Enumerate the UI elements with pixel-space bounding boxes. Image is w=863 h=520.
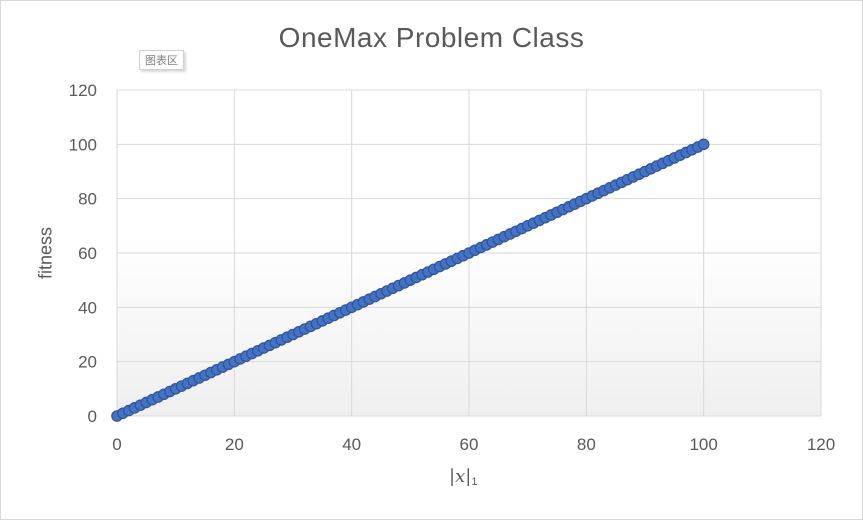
x-tick-label: 80: [577, 435, 596, 454]
x-tick-label: 20: [225, 435, 244, 454]
y-tick-label: 80: [78, 190, 97, 209]
x-axis-title: |x|1: [449, 466, 477, 488]
chart-title: OneMax Problem Class: [278, 22, 585, 53]
x-tick-label: 100: [689, 435, 717, 454]
y-tick-label: 0: [88, 407, 97, 426]
y-axis-ticks: 0 20 40 60 80 100 120: [69, 81, 97, 426]
x-tick-label: 120: [807, 435, 835, 454]
x-axis-ticks: 0 20 40 60 80 100 120: [112, 435, 835, 454]
chart-area-tooltip: 图表区: [139, 50, 184, 70]
x-axis-title-variable: x: [455, 466, 466, 487]
x-tick-label: 0: [112, 435, 121, 454]
x-axis-title-subscript: 1: [471, 476, 478, 488]
y-tick-label: 100: [69, 135, 97, 154]
y-tick-label: 20: [78, 353, 97, 372]
x-tick-label: 60: [460, 435, 479, 454]
y-tick-label: 120: [69, 81, 97, 100]
data-series: [111, 138, 710, 422]
y-tick-label: 60: [78, 244, 97, 263]
x-axis-title-bar-left: |: [449, 466, 456, 487]
data-point[interactable]: [697, 138, 710, 151]
y-tick-label: 40: [78, 298, 97, 317]
x-axis-title-bar-right: |: [465, 466, 472, 487]
x-tick-label: 40: [342, 435, 361, 454]
